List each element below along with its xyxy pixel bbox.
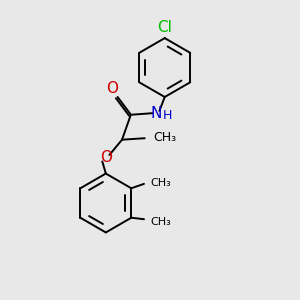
Text: O: O <box>106 80 118 95</box>
Text: CH₃: CH₃ <box>150 178 171 188</box>
Text: CH₃: CH₃ <box>150 217 171 227</box>
Text: N: N <box>150 106 162 121</box>
Text: H: H <box>162 109 172 122</box>
Text: Cl: Cl <box>157 20 172 34</box>
Text: O: O <box>100 150 112 165</box>
Text: CH₃: CH₃ <box>153 131 176 144</box>
